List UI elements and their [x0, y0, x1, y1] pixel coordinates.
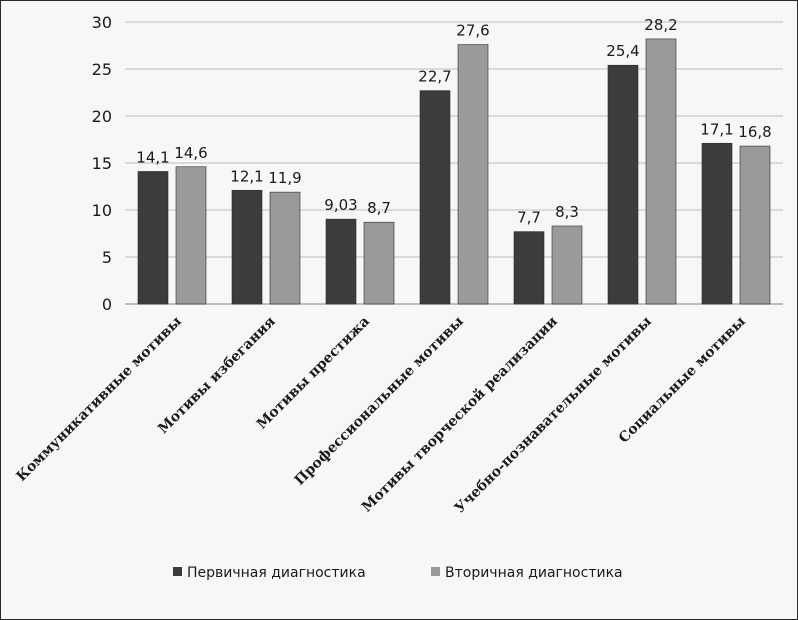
y-tick-label: 5 — [102, 248, 112, 267]
data-label: 14,6 — [174, 144, 207, 162]
y-tick-label: 25 — [92, 60, 112, 79]
y-tick-label: 0 — [102, 295, 112, 314]
legend-label: Первичная диагностика — [187, 565, 366, 581]
category-label: Учебно-познавательные мотивы — [452, 314, 655, 517]
bar — [457, 44, 489, 305]
bar — [701, 142, 733, 305]
bar — [645, 38, 677, 305]
data-labels: 14,1 14,6 12,1 11,9 9,03 8,7 22,7 27,6 7,7 8,3 25,… — [136, 16, 771, 227]
data-label: 16,8 — [738, 123, 771, 141]
bar — [363, 221, 395, 305]
category-label: Коммуникативные мотивы — [13, 314, 184, 485]
data-label: 14,1 — [136, 148, 169, 166]
data-label: 17,1 — [700, 120, 733, 138]
y-tick-label: 20 — [92, 107, 112, 126]
legend-swatch — [173, 567, 182, 576]
data-label: 7,7 — [517, 209, 541, 227]
bar — [137, 171, 169, 305]
gridlines — [125, 21, 783, 305]
y-tick-label: 10 — [92, 201, 112, 220]
legend: Первичная диагностика Вторичная диагности… — [173, 565, 623, 581]
data-label: 11,9 — [268, 169, 301, 187]
data-label: 28,2 — [644, 16, 677, 34]
legend-swatch — [431, 567, 440, 576]
data-label: 27,6 — [456, 22, 489, 40]
data-label: 25,4 — [606, 42, 639, 60]
data-label: 8,7 — [367, 199, 391, 217]
bar — [551, 225, 583, 305]
bar — [607, 64, 639, 305]
y-axis-ticks: 0 5 10 15 20 25 30 — [92, 13, 112, 314]
bars — [137, 38, 771, 305]
bar — [739, 145, 771, 305]
category-label: Мотивы творческой реализации — [358, 313, 561, 516]
data-label: 9,03 — [324, 196, 357, 214]
bar — [419, 90, 451, 305]
data-label: 8,3 — [555, 203, 579, 221]
data-label: 22,7 — [418, 68, 451, 86]
category-label: Профессиональные мотивы — [292, 314, 467, 489]
bar — [513, 231, 545, 305]
bar — [231, 189, 263, 305]
data-label: 12,1 — [230, 167, 263, 185]
y-tick-label: 15 — [92, 154, 112, 173]
y-tick-label: 30 — [92, 13, 112, 32]
bar — [325, 218, 357, 305]
bar — [269, 191, 301, 305]
bar — [175, 166, 207, 305]
legend-label: Вторичная диагностика — [445, 565, 623, 581]
